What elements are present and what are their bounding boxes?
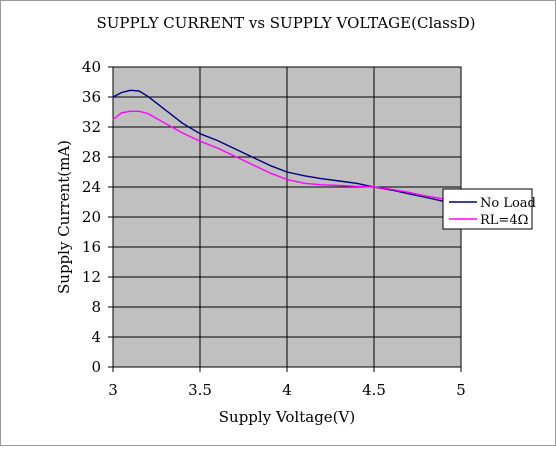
legend-box: [442, 188, 533, 230]
x-tick-label: 3: [108, 381, 118, 399]
x-tick-label: 3.5: [188, 381, 212, 399]
chart-title: SUPPLY CURRENT vs SUPPLY VOLTAGE(ClassD): [97, 14, 476, 32]
x-tick-label: 5: [456, 381, 466, 399]
series-line-rl-4-ohm: [112, 110, 445, 200]
y-tick-label: 32: [82, 118, 101, 136]
y-tick-label: 24: [82, 178, 101, 196]
y-tick-label: 40: [82, 58, 101, 76]
y-tick-label: 0: [91, 358, 101, 376]
x-tick-label: 4.5: [362, 381, 386, 399]
grid-lines: [113, 67, 461, 367]
y-tick-label: 36: [82, 88, 101, 106]
x-axis-ticks: 3 3.5 4 4.5 5: [108, 367, 466, 399]
legend-label: No Load: [480, 196, 536, 211]
x-axis-label: Supply Voltage(V): [219, 408, 355, 426]
series-layer: [112, 89, 445, 203]
x-tick-label: 4: [282, 381, 292, 399]
y-tick-label: 4: [91, 328, 101, 346]
y-axis-ticks: 0 4 8 12 16 20 24 28 32 36 40: [82, 58, 113, 376]
y-tick-label: 8: [91, 298, 101, 316]
y-tick-label: 16: [82, 238, 101, 256]
legend: No Load RL=4Ω: [442, 188, 536, 230]
y-tick-label: 20: [82, 208, 101, 226]
y-axis-label: Supply Current(mA): [55, 140, 73, 294]
legend-label: RL=4Ω: [480, 213, 528, 228]
y-tick-label: 12: [82, 268, 101, 286]
y-tick-label: 28: [82, 148, 101, 166]
